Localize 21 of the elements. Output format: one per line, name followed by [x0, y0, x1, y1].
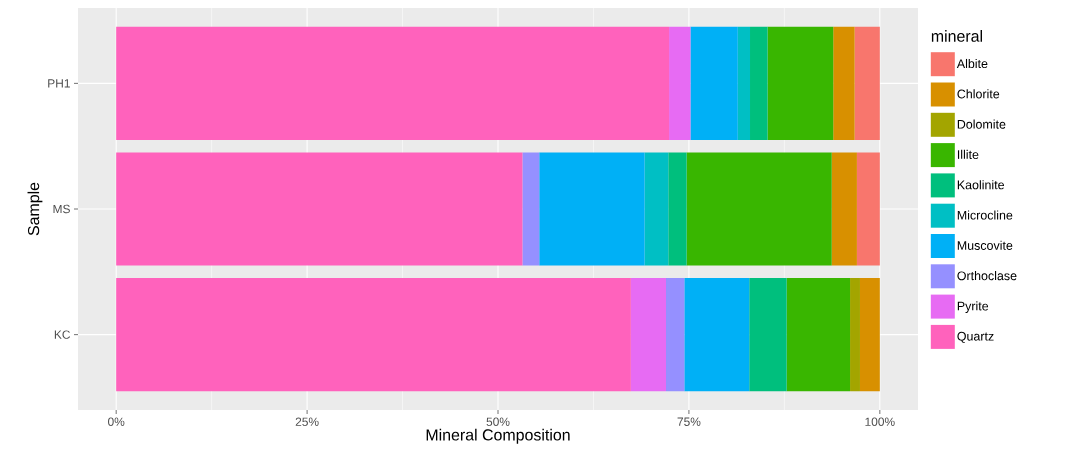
legend-label: Kaolinite [957, 180, 1005, 190]
legend-label: Muscovite [957, 240, 1013, 250]
x-tick-label: 25% [295, 417, 319, 426]
legend-label: Illite [957, 149, 979, 159]
legend-label: Albite [956, 58, 988, 69]
x-tick-label: 75% [677, 417, 701, 426]
legend-label: Orthoclase [957, 271, 1017, 281]
y-tick-label: PH1 [48, 79, 70, 88]
legend-label: Quartz [957, 331, 994, 343]
x-tick-label: 50% [486, 417, 510, 426]
legend-label: Pyrite [957, 301, 989, 313]
legend-label: Microcline [957, 210, 1013, 220]
x-tick-label: 100% [865, 417, 895, 426]
legend-label: Chlorite [957, 89, 1000, 99]
y-tick-label: MS [53, 204, 70, 214]
x-tick-label: 0% [108, 417, 125, 426]
y-axis-title: Sample [27, 182, 43, 236]
legend-label: Dolomite [957, 119, 1006, 129]
y-tick-label: KC [54, 330, 71, 339]
x-axis-title: Mineral Composition [426, 428, 570, 444]
legend-title: mineral [931, 30, 982, 42]
